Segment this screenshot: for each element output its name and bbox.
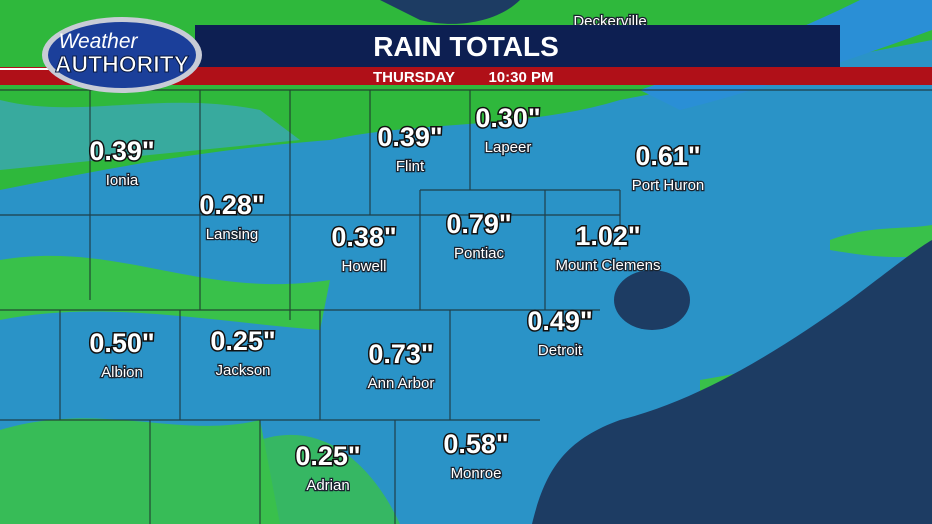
rain-total: 0.38" [331,222,396,252]
logo-face [48,22,196,88]
place-name: Pontiac [454,245,505,262]
logo: Weather AUTHORITY [42,17,202,93]
title: RAIN TOTALS [373,31,559,62]
location-labels: 0.39" Ionia 0.39" Flint 0.30" Lapeer 0.61" Port… [88,102,706,496]
place-name: Flint [396,158,425,175]
county-lines [0,89,932,524]
rain-total: 0.39" [89,136,154,166]
place-name: Adrian [306,477,349,494]
place-name: Port Huron [632,177,705,194]
rain-total: 0.79" [446,209,511,239]
place-name: Mount Clemens [555,257,660,274]
rain-total: 0.49" [527,306,592,336]
time: 10:30 PM [488,69,553,86]
logo-top: Weather [59,30,139,53]
rain-total: 0.61" [635,141,700,171]
day: THURSDAY [373,69,455,86]
place-name: Ionia [106,172,139,189]
rain-total: 0.39" [377,122,442,152]
banner: RAIN TOTALS THURSDAY 10:30 PM [0,25,932,86]
rain-total: 0.25" [210,326,275,356]
place-name: Albion [101,364,143,381]
rain-total: 0.50" [89,328,154,358]
rain-total: 0.30" [475,103,540,133]
place-name: Detroit [538,342,583,359]
rain-total: 0.28" [199,190,264,220]
title-bar [195,25,840,67]
place-name: Jackson [215,362,270,379]
place-name: Howell [341,258,386,275]
place-name: Monroe [451,465,502,482]
time-bar [0,67,932,85]
rain-total: 0.25" [295,441,360,471]
place-name: Lansing [206,226,259,243]
rain-total: 0.58" [443,429,508,459]
place-name: Ann Arbor [368,375,435,392]
rain-total: 0.73" [368,339,433,369]
place-name: Lapeer [485,139,532,156]
rain-total: 1.02" [575,221,640,251]
logo-bottom: AUTHORITY [55,51,189,77]
